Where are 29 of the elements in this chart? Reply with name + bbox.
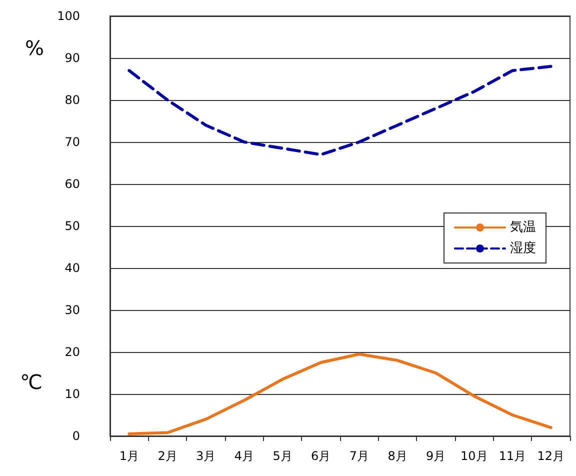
y-tick-label: 100 bbox=[57, 9, 80, 23]
x-tick-label: 3月 bbox=[196, 449, 216, 463]
x-tick-label: 5月 bbox=[272, 449, 292, 463]
y-tick-label: 30 bbox=[64, 303, 80, 317]
x-tick-label: 8月 bbox=[388, 449, 408, 463]
y-tick-label: 10 bbox=[64, 387, 80, 401]
y-tick-label: 20 bbox=[64, 345, 80, 359]
x-tick-label: 1月 bbox=[119, 449, 139, 463]
x-tick-label: 11月 bbox=[498, 449, 526, 463]
x-tick-label: 7月 bbox=[349, 449, 369, 463]
y-tick-label: 70 bbox=[64, 135, 80, 149]
x-tick-label: 9月 bbox=[426, 449, 446, 463]
x-tick-label: 12月 bbox=[537, 449, 564, 463]
y-tick-label: 0 bbox=[72, 429, 80, 443]
x-tick-label: 10月 bbox=[460, 449, 488, 463]
y-tick-label: 60 bbox=[64, 177, 80, 191]
x-tick-label: 6月 bbox=[311, 449, 331, 463]
line-series bbox=[128, 352, 552, 436]
text: ℃ bbox=[20, 370, 42, 394]
y-tick-label: 90 bbox=[64, 51, 80, 65]
y-tick-label: 80 bbox=[64, 93, 80, 107]
x-tick-label: 2月 bbox=[158, 449, 178, 463]
x-tick-label: 4月 bbox=[234, 449, 254, 463]
y-axis-title: % bbox=[25, 36, 44, 60]
legend-label: 湿度 bbox=[510, 240, 536, 256]
legend-label: 気温 bbox=[510, 220, 536, 235]
y-tick-label: 40 bbox=[64, 261, 80, 275]
y-tick-label: 50 bbox=[64, 219, 80, 233]
line-series bbox=[128, 64, 552, 156]
